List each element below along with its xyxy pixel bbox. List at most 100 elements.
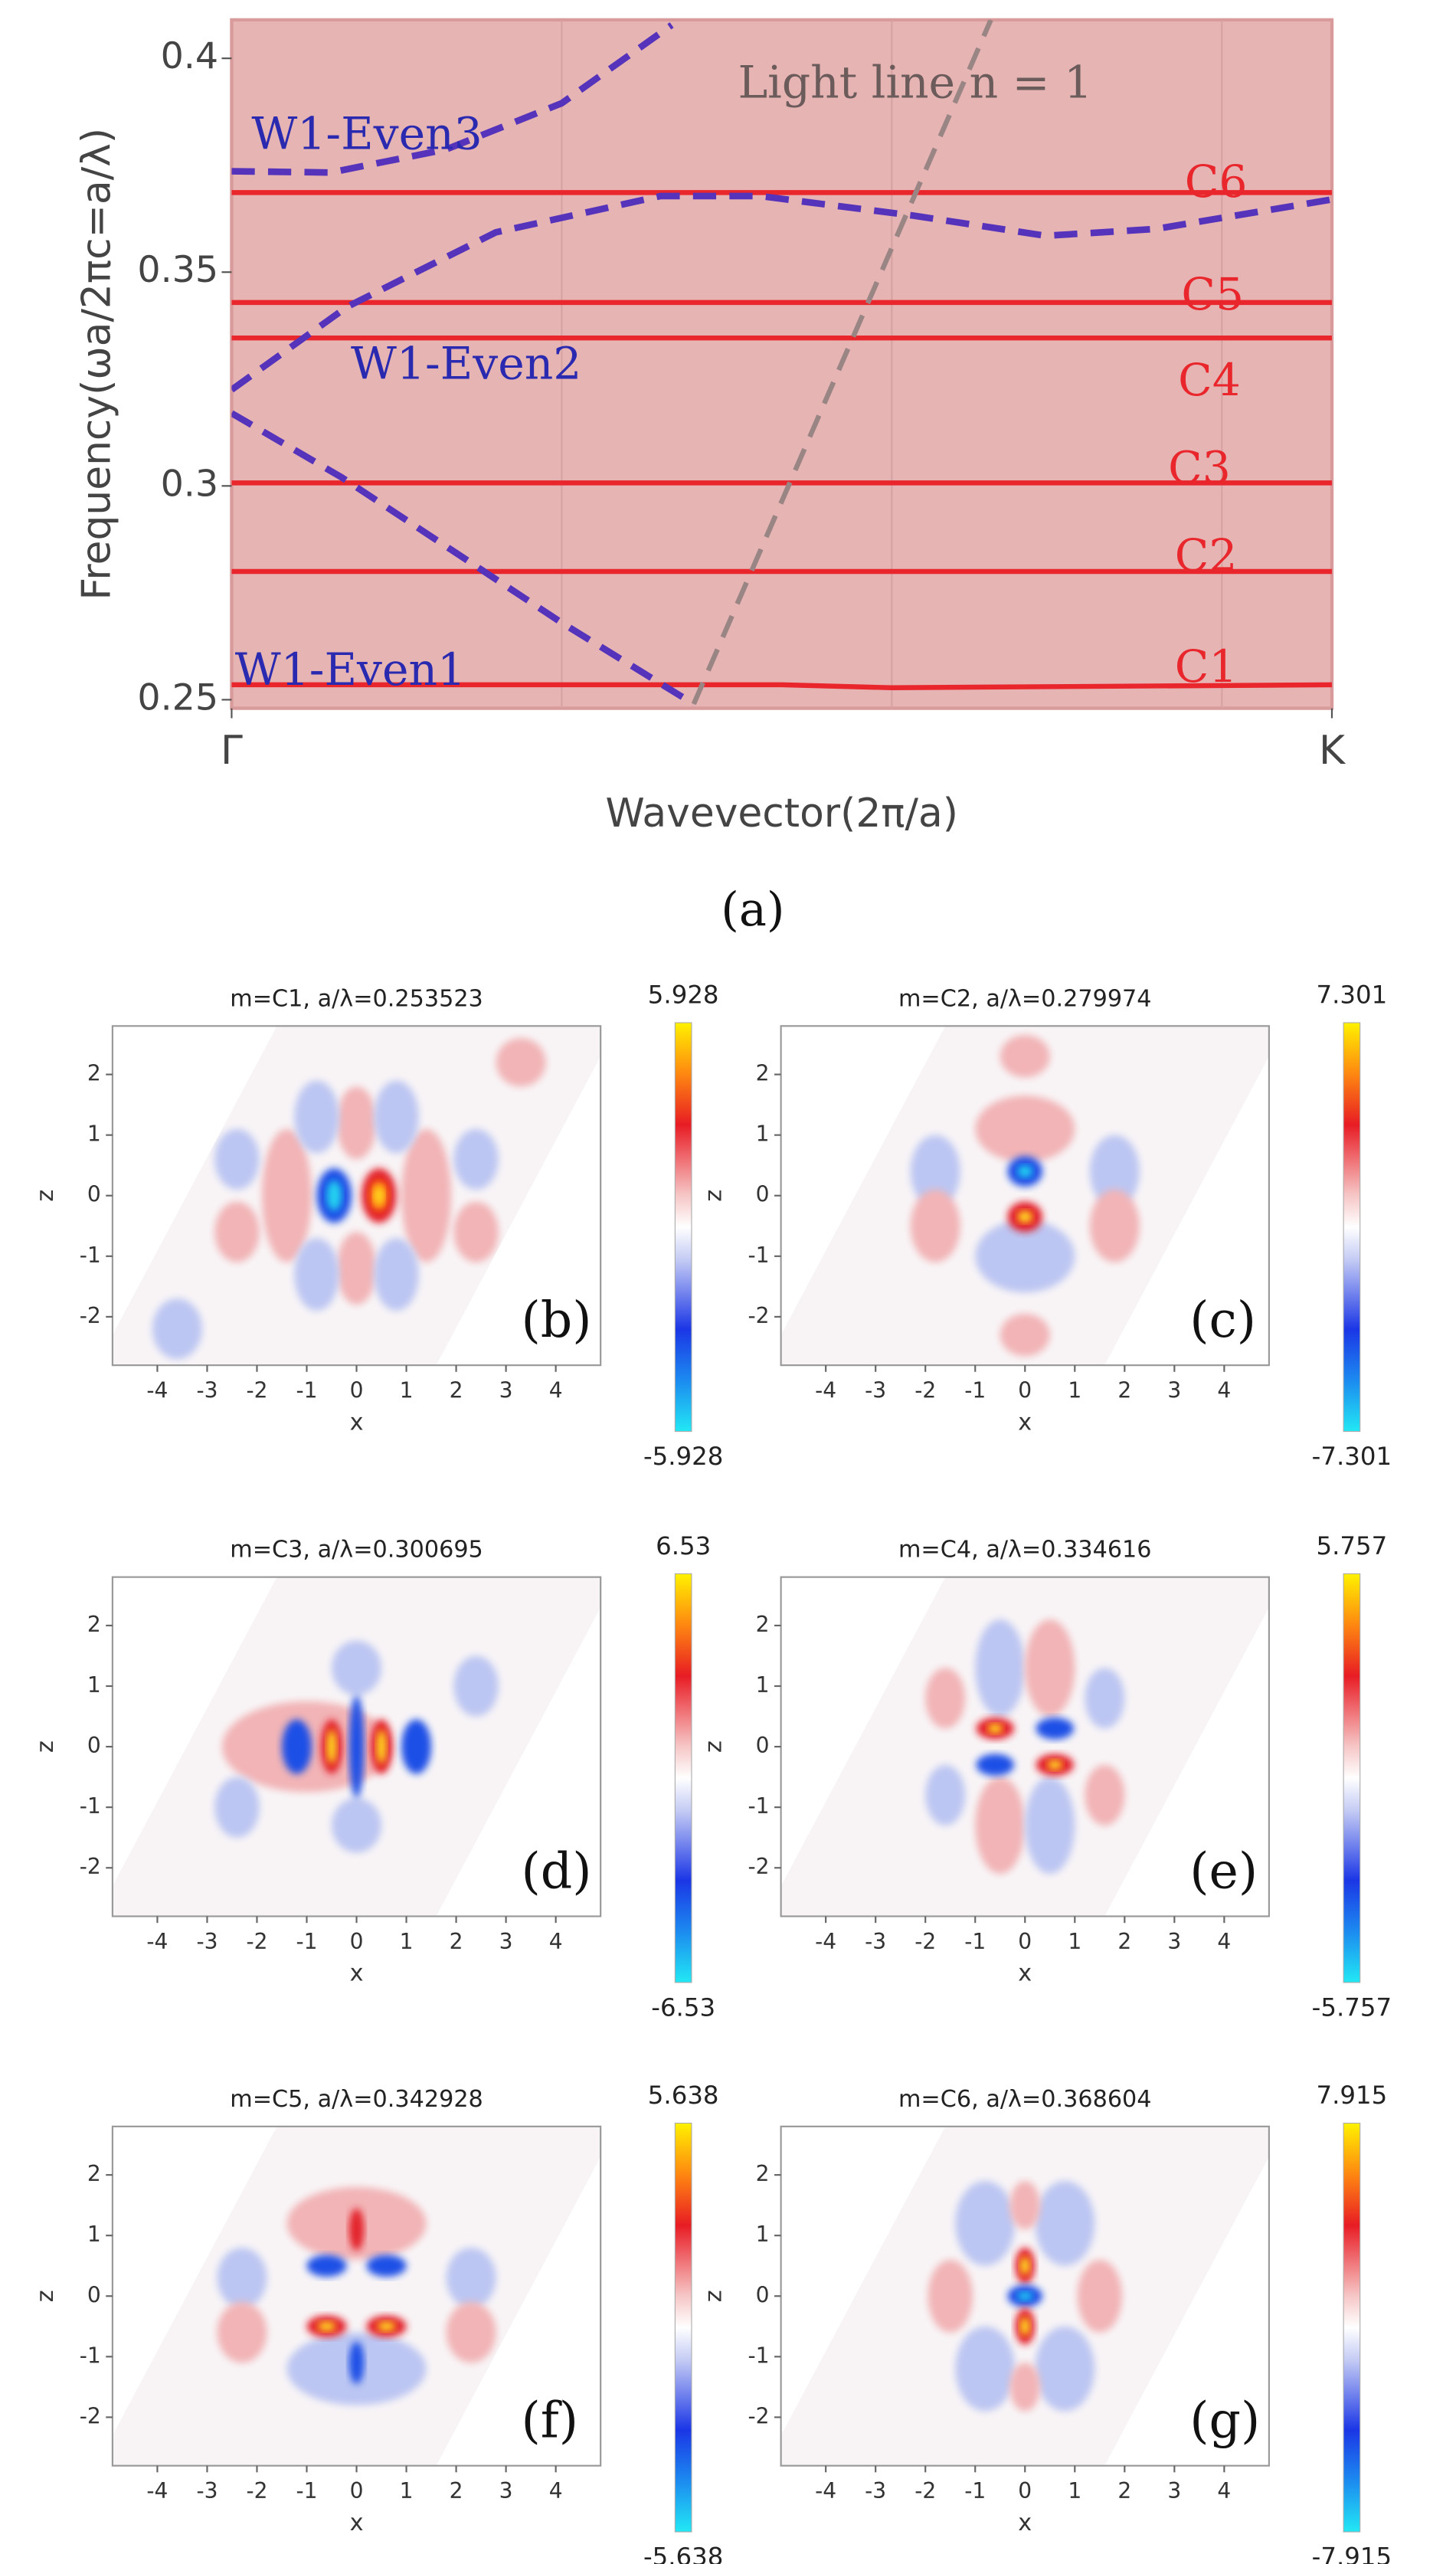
x-tick-label: -2 <box>914 2478 936 2503</box>
panel-label: (b) <box>521 1292 591 1349</box>
field-lobe <box>294 1080 339 1154</box>
field-lobe <box>976 1754 1014 1776</box>
x-axis-label: x <box>350 1960 364 1987</box>
colorbar <box>674 1022 692 1433</box>
x-tick-label: 4 <box>549 1378 563 1403</box>
x-axis-label: x <box>1018 1409 1032 1436</box>
x-tick-label: 4 <box>1217 1929 1231 1954</box>
x-tick-label: -2 <box>246 1929 267 1954</box>
x-tick-label: -4 <box>815 1929 836 1954</box>
x-tick-label: 1 <box>400 2478 414 2503</box>
panel-label: (c) <box>1189 1292 1256 1349</box>
field-pattern <box>780 1026 1269 1366</box>
x-tick-label: 0 <box>350 1929 364 1954</box>
x-tick-label: 0 <box>350 2478 364 2503</box>
y-axis-label: z <box>701 2290 728 2302</box>
field-lobe <box>1017 1210 1033 1223</box>
field-lobe <box>332 1640 382 1695</box>
field-lobe <box>332 1798 382 1853</box>
x-tick-label: -1 <box>964 1929 986 1954</box>
x-tick-label: 4 <box>549 2478 563 2503</box>
field-lobe <box>348 2208 365 2251</box>
unit-cell <box>780 1026 1269 1366</box>
x-tick-label: -1 <box>296 2478 318 2503</box>
y-tick-label: 1 <box>87 1122 101 1147</box>
x-axis-label: x <box>1018 2510 1032 2536</box>
field-panel: m=C6, a/λ=0.368604 -4 -3 -2 -1 0 1 2 3 4 -2 -1 0 1 2 x z… <box>701 2081 1392 2564</box>
field-lobe <box>453 1655 499 1717</box>
colorbar-min-label: -7.301 <box>1312 1442 1392 1471</box>
y-tick-label: 2 <box>756 1061 770 1086</box>
field-lobe <box>1089 1135 1140 1208</box>
y-tick-label: 2 <box>756 2161 770 2186</box>
x-tick-label: -2 <box>914 1378 936 1403</box>
x-tick-label: -4 <box>815 2478 836 2503</box>
x-tick-label: 1 <box>400 1929 414 1954</box>
field-lobe <box>306 2255 347 2277</box>
plot-background <box>230 18 1334 710</box>
x-tick-label: -3 <box>196 2478 218 2503</box>
field-lobe <box>1000 1313 1050 1357</box>
series-label: C2 <box>1175 529 1238 581</box>
x-tick-label: -4 <box>146 2478 168 2503</box>
field-lobe <box>975 1776 1026 1875</box>
x-tick-label: 0 <box>350 1378 364 1403</box>
panel-title: m=C5, a/λ=0.342928 <box>230 2086 483 2113</box>
field-lobe <box>955 2181 1016 2266</box>
field-pattern <box>780 2126 1269 2466</box>
x-tick-label: Γ <box>221 728 243 774</box>
x-tick-label: -1 <box>296 1929 318 1954</box>
x-tick-label: -3 <box>196 1929 218 1954</box>
x-tick-label: 4 <box>1217 2478 1231 2503</box>
panel-label: (a) <box>721 883 784 937</box>
colorbar <box>674 2122 692 2533</box>
field-lobe <box>1019 2256 1030 2275</box>
x-tick-label: -2 <box>914 1929 936 1954</box>
series-label: Light line n = 1 <box>738 56 1092 108</box>
y-tick-label: -1 <box>80 1243 101 1268</box>
x-tick-label: -3 <box>196 1378 218 1403</box>
field-lobe <box>453 1201 499 1262</box>
x-tick-label: 4 <box>1217 1378 1231 1403</box>
field-lobe <box>975 1095 1075 1163</box>
field-lobe <box>326 1180 342 1211</box>
x-tick-label: 0 <box>1018 1929 1032 1954</box>
y-axis-label: z <box>701 1740 728 1753</box>
y-tick-label: 2 <box>87 2161 101 2186</box>
x-tick-label: -4 <box>146 1378 168 1403</box>
y-tick-label: 0.3 <box>161 463 219 505</box>
colorbar-min-label: -5.638 <box>643 2543 723 2564</box>
colorbar-min-label: -5.757 <box>1312 1993 1392 2022</box>
field-lobe <box>214 1776 260 1838</box>
x-tick-label: 2 <box>1117 1378 1131 1403</box>
field-panel: m=C4, a/λ=0.334616 -4 -3 -2 -1 0 1 2 3 4 -2 -1 0 1 2 x z… <box>701 1531 1392 2022</box>
panel-label: (e) <box>1189 1842 1258 1900</box>
colorbar <box>1343 1022 1361 1433</box>
x-tick-label: -2 <box>246 1378 267 1403</box>
panel-title: m=C4, a/λ=0.334616 <box>898 1537 1152 1564</box>
y-tick-label: 0 <box>756 2282 770 2307</box>
y-tick-label: -2 <box>748 1854 770 1879</box>
colorbar <box>1343 2122 1361 2533</box>
y-tick-label: -1 <box>80 2343 101 2368</box>
field-lobe <box>217 2302 267 2363</box>
field-lobe <box>446 2302 496 2363</box>
field-lobe <box>374 1186 384 1205</box>
field-pattern <box>112 1026 601 1366</box>
x-tick-label: -4 <box>146 1929 168 1954</box>
y-tick-label: 2 <box>87 1612 101 1637</box>
series-line <box>691 19 993 706</box>
field-lobe <box>1035 2326 1095 2412</box>
x-tick-label: -1 <box>964 1378 986 1403</box>
field-lobe <box>152 1298 202 1360</box>
y-axis-label: z <box>32 2290 59 2302</box>
field-lobe <box>910 1189 960 1262</box>
colorbar <box>1343 1573 1361 1983</box>
y-tick-label: 0 <box>87 2282 101 2307</box>
panel-title: m=C3, a/λ=0.300695 <box>230 1537 483 1564</box>
field-lobe <box>1035 2181 1095 2266</box>
field-lobe <box>401 1128 452 1262</box>
colorbar-min-label: -7.915 <box>1312 2543 1392 2564</box>
x-axis-label: x <box>350 2510 364 2536</box>
